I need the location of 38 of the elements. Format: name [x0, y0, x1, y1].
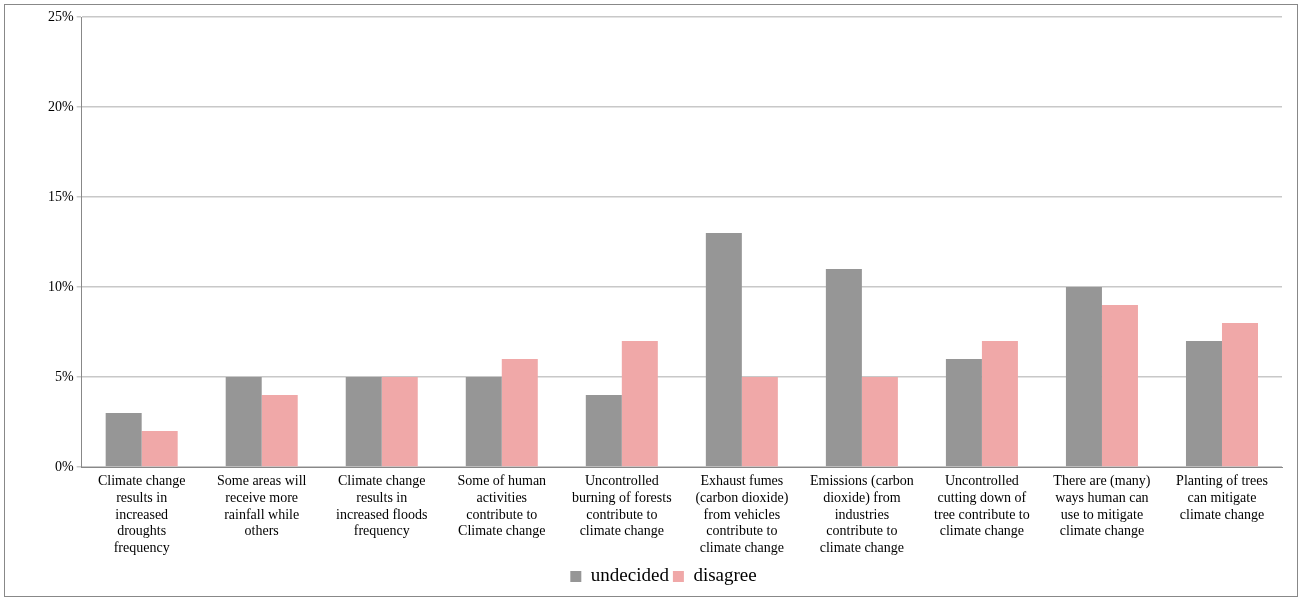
bar — [465, 377, 502, 467]
bar — [825, 269, 862, 467]
x-tick-label: Some areas will receive more rainfall while others — [217, 473, 307, 539]
x-tick-label: Uncontrolled burning of forests contribute to climate change — [572, 473, 672, 539]
bar — [705, 233, 742, 467]
x-tick-label: Climate change results in increased droughts frequency — [97, 473, 186, 556]
x-tick-label: Planting of trees can mitigate climate change — [1176, 473, 1268, 522]
bar — [501, 359, 538, 467]
bar — [261, 395, 298, 467]
y-tick-label: 20% — [47, 98, 74, 114]
bar — [945, 359, 982, 467]
bar — [1065, 287, 1102, 467]
bar — [741, 377, 778, 467]
legend-label: undecided — [590, 564, 670, 586]
y-tick-label: 0% — [54, 458, 74, 474]
x-tick-label: Climate change results in increased floods frequency — [336, 473, 428, 539]
x-tick-label: Emissions (carbon dioxide) from industries contribute to climate change — [809, 473, 914, 556]
bar — [105, 413, 142, 467]
bar — [1221, 323, 1258, 467]
bar — [1101, 305, 1138, 467]
bar — [345, 377, 382, 467]
y-tick-label: 10% — [47, 278, 74, 294]
bar — [861, 377, 898, 467]
bar — [981, 341, 1018, 467]
x-tick-label: There are (many) ways human can use to mitigate climate change — [1053, 473, 1151, 539]
y-tick-label: 25% — [47, 8, 74, 24]
bar — [225, 377, 262, 467]
y-tick-label: 5% — [54, 368, 74, 384]
x-tick-label: Exhaust fumes (carbon dioxide) from vehicles contribute to climate change — [695, 473, 789, 556]
x-tick-label: Some of human activities contribute to Climate change — [457, 473, 547, 539]
bar — [1185, 341, 1222, 467]
legend-label: disagree — [693, 564, 757, 586]
bar — [621, 341, 658, 467]
x-tick-label: Uncontrolled cutting down of tree contribute to climate change — [934, 473, 1030, 539]
bar — [585, 395, 622, 467]
bar — [141, 431, 178, 467]
y-tick-label: 15% — [47, 188, 74, 204]
bar — [381, 377, 418, 467]
